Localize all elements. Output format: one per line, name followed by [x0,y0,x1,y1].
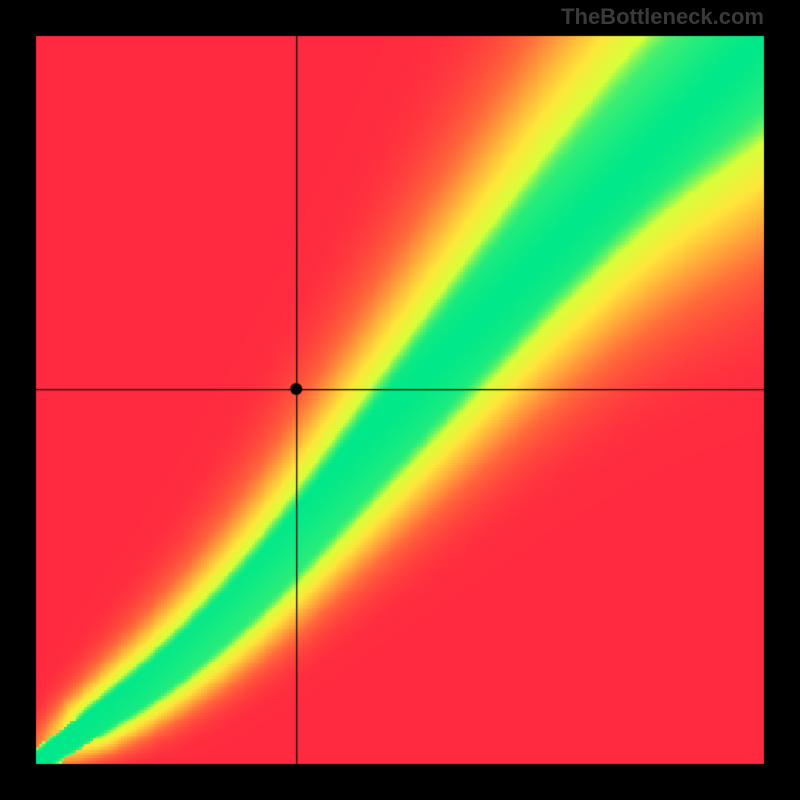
attribution-text: TheBottleneck.com [561,4,764,30]
crosshair-overlay [0,0,800,800]
chart-container: { "attribution": { "text": "TheBottlenec… [0,0,800,800]
